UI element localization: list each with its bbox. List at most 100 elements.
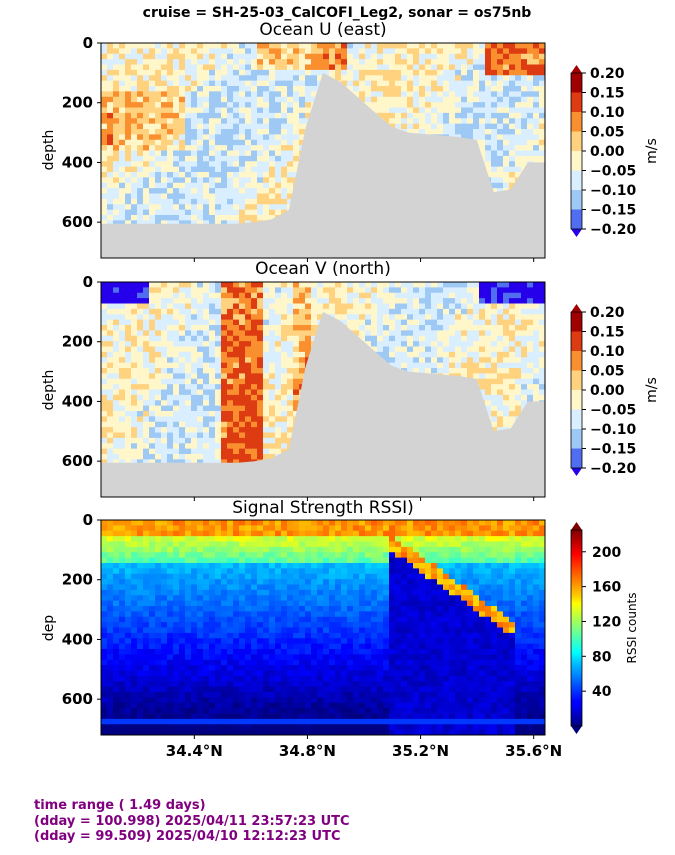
heatmap-cell	[491, 172, 498, 178]
heatmap-cell	[191, 416, 198, 423]
heatmap-cell	[347, 292, 354, 299]
heatmap-cell	[413, 43, 420, 49]
heatmap-cell	[413, 75, 420, 82]
heatmap-cell	[167, 193, 174, 200]
heatmap-cell	[191, 188, 198, 195]
heatmap-cell	[257, 59, 264, 66]
heatmap-cell	[125, 43, 132, 49]
heatmap-cell	[353, 64, 360, 71]
heatmap-cell	[191, 389, 198, 396]
heatmap-cell	[107, 150, 114, 157]
colorbar-u: 0.200.150.100.050.00−0.05−0.10−0.15−0.20…	[570, 65, 660, 238]
heatmap-cell	[473, 80, 480, 87]
heatmap-cell	[161, 319, 168, 326]
heatmap-cell	[113, 330, 120, 337]
heatmap-cell	[245, 177, 252, 184]
heatmap-cell	[119, 198, 126, 205]
heatmap-cell	[293, 139, 300, 146]
heatmap-cell	[263, 303, 270, 310]
heatmap-cell	[311, 335, 318, 342]
heatmap-cell	[185, 220, 192, 227]
heatmap-cell	[203, 384, 210, 391]
heatmap-cell	[299, 118, 306, 125]
heatmap-cell	[323, 69, 330, 76]
heatmap-cell	[233, 427, 240, 434]
heatmap-cell	[383, 314, 390, 321]
heatmap-cell	[257, 161, 264, 168]
heatmap-cell	[221, 118, 228, 125]
heatmap-cell	[113, 357, 120, 364]
heatmap-cell	[299, 373, 306, 380]
heatmap-cell	[395, 330, 402, 337]
heatmap-cell	[131, 325, 138, 331]
heatmap-cell	[233, 287, 240, 294]
heatmap-cell	[245, 112, 252, 119]
heatmap-cell	[203, 298, 210, 305]
heatmap-cell	[299, 102, 306, 109]
heatmap-cell	[161, 432, 168, 439]
heatmap-cell	[245, 215, 252, 221]
heatmap-cell	[311, 48, 318, 55]
heatmap-cell	[221, 335, 228, 342]
heatmap-cell	[167, 351, 174, 358]
heatmap-cell	[263, 421, 270, 428]
heatmap-cell	[233, 118, 240, 125]
heatmap-cell	[293, 86, 300, 92]
heatmap-cell	[107, 161, 114, 168]
heatmap-cell	[293, 282, 300, 288]
heatmap-cell	[209, 107, 216, 114]
heatmap-cell	[143, 378, 150, 385]
heatmap-cell	[425, 102, 432, 109]
heatmap-cell	[317, 287, 324, 294]
heatmap-cell	[239, 80, 246, 87]
heatmap-cell	[197, 389, 204, 396]
heatmap-cell	[305, 43, 312, 49]
heatmap-cell	[431, 91, 438, 98]
heatmap-cell	[365, 330, 372, 337]
heatmap-cell	[233, 145, 240, 152]
heatmap-cell	[257, 193, 264, 200]
heatmap-cell	[257, 75, 264, 82]
heatmap-cell	[287, 48, 294, 55]
heatmap-cell	[233, 91, 240, 98]
heatmap-cell	[245, 182, 252, 189]
heatmap-cell	[197, 150, 204, 157]
heatmap-cell	[269, 308, 276, 315]
heatmap-cell	[233, 405, 240, 412]
heatmap-cell	[143, 314, 150, 321]
heatmap-cell	[365, 298, 372, 305]
heatmap-cell	[299, 64, 306, 71]
heatmap-cell	[269, 448, 276, 455]
heatmap-cell	[233, 394, 240, 401]
heatmap-cell	[281, 198, 288, 205]
heatmap-cell	[245, 341, 252, 348]
heatmap-cell	[161, 357, 168, 364]
heatmap-cell	[443, 53, 450, 60]
heatmap-cell	[161, 384, 168, 391]
heatmap-cell	[209, 209, 216, 216]
heatmap-cell	[365, 341, 372, 348]
heatmap-cell	[275, 400, 282, 407]
heatmap-cell	[137, 204, 144, 211]
heatmap-cell	[257, 341, 264, 348]
heatmap-cell	[449, 96, 456, 103]
heatmap-cell	[395, 362, 402, 369]
heatmap-cell	[119, 182, 126, 189]
heatmap-cell	[521, 59, 528, 66]
heatmap-cell	[125, 177, 132, 184]
heatmap-cell	[497, 43, 504, 49]
heatmap-cell	[215, 308, 222, 315]
heatmap-cell	[179, 43, 186, 49]
heatmap-cell	[185, 298, 192, 305]
heatmap-cell	[371, 314, 378, 321]
heatmap-cell	[161, 123, 168, 130]
heatmap-cell	[305, 351, 312, 358]
heatmap-cell	[263, 177, 270, 184]
heatmap-cell	[239, 357, 246, 364]
heatmap-cell	[143, 341, 150, 348]
heatmap-cell	[119, 443, 126, 450]
heatmap-cell	[305, 75, 312, 82]
heatmap-cell	[179, 220, 186, 227]
heatmap-cell	[389, 102, 396, 109]
heatmap-cell	[281, 48, 288, 55]
